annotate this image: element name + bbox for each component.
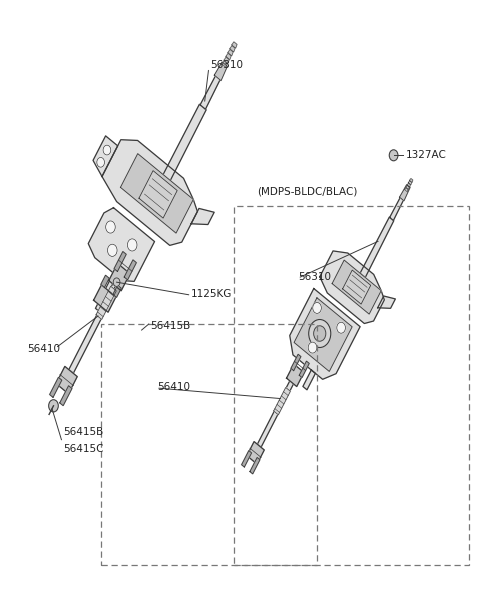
Polygon shape [360, 217, 394, 278]
Polygon shape [96, 286, 116, 320]
Circle shape [48, 400, 58, 412]
Polygon shape [114, 252, 126, 272]
Polygon shape [409, 178, 413, 183]
Polygon shape [250, 457, 260, 474]
Polygon shape [214, 62, 228, 81]
Polygon shape [93, 136, 118, 177]
Text: 56410: 56410 [157, 382, 190, 392]
Text: 56415B: 56415B [63, 428, 104, 437]
Circle shape [127, 239, 137, 251]
Polygon shape [290, 289, 360, 379]
Polygon shape [230, 46, 235, 52]
Text: 1125KG: 1125KG [191, 289, 232, 298]
Text: 56310: 56310 [210, 60, 243, 70]
Polygon shape [343, 270, 371, 304]
Text: 56310: 56310 [299, 272, 332, 282]
Polygon shape [287, 364, 304, 387]
Circle shape [97, 158, 105, 167]
Polygon shape [226, 54, 231, 60]
Polygon shape [109, 264, 130, 290]
Circle shape [309, 320, 331, 348]
Circle shape [108, 244, 117, 256]
Polygon shape [60, 385, 72, 406]
Polygon shape [101, 275, 109, 287]
Polygon shape [247, 442, 264, 464]
Text: 56410: 56410 [27, 344, 60, 354]
Text: (MDPS-BLDC/BLAC): (MDPS-BLDC/BLAC) [257, 187, 357, 197]
Bar [101, 324, 317, 565]
Polygon shape [113, 285, 121, 297]
Polygon shape [299, 361, 309, 378]
Polygon shape [224, 57, 229, 63]
Polygon shape [274, 387, 290, 415]
Polygon shape [56, 367, 77, 394]
Polygon shape [69, 272, 123, 373]
Polygon shape [294, 298, 352, 371]
Text: 56415B: 56415B [150, 321, 190, 331]
Polygon shape [291, 354, 301, 371]
Circle shape [337, 322, 346, 333]
Polygon shape [222, 61, 227, 67]
Polygon shape [407, 183, 410, 187]
Polygon shape [390, 185, 410, 220]
Polygon shape [320, 251, 384, 323]
Text: 56415C: 56415C [63, 444, 104, 454]
Polygon shape [378, 296, 396, 308]
Polygon shape [241, 451, 252, 467]
Polygon shape [303, 370, 315, 390]
Circle shape [103, 145, 111, 155]
Circle shape [313, 303, 322, 314]
Circle shape [106, 221, 115, 233]
Circle shape [113, 278, 120, 286]
Polygon shape [200, 64, 226, 109]
Polygon shape [406, 186, 409, 189]
Polygon shape [191, 208, 214, 225]
Polygon shape [228, 49, 233, 56]
Circle shape [389, 150, 398, 161]
Text: 1327AC: 1327AC [406, 150, 446, 160]
Polygon shape [139, 171, 177, 218]
Polygon shape [96, 273, 120, 313]
Circle shape [308, 342, 317, 353]
Polygon shape [124, 260, 136, 280]
Polygon shape [49, 378, 62, 397]
Polygon shape [88, 208, 155, 281]
Polygon shape [232, 42, 237, 48]
Polygon shape [405, 188, 408, 192]
Polygon shape [94, 285, 116, 312]
Polygon shape [160, 104, 206, 186]
Polygon shape [408, 181, 411, 185]
Polygon shape [102, 139, 197, 245]
Polygon shape [120, 153, 193, 233]
Bar [234, 206, 469, 565]
Polygon shape [399, 185, 410, 201]
Polygon shape [332, 260, 381, 314]
Polygon shape [257, 371, 299, 448]
Circle shape [313, 326, 326, 341]
